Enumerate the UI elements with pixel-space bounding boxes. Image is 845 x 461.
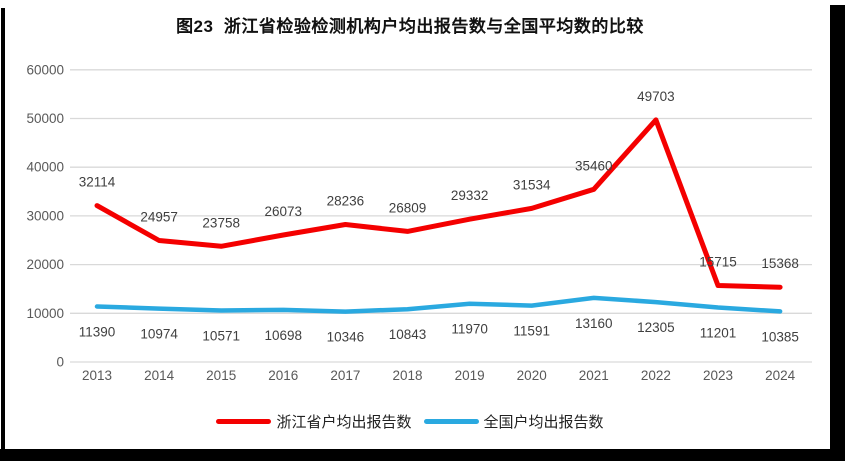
data-label: 35460	[575, 158, 613, 173]
x-axis-tick-label: 2015	[206, 368, 236, 383]
x-axis-tick-label: 2013	[82, 368, 112, 383]
data-label: 10698	[265, 328, 303, 343]
x-axis-tick-label: 2014	[144, 368, 175, 383]
data-label: 15715	[699, 254, 737, 269]
x-axis-tick-label: 2019	[455, 368, 485, 383]
y-axis-tick-label: 20000	[26, 257, 64, 272]
legend-swatch-national	[423, 419, 479, 424]
data-label: 31534	[513, 177, 551, 192]
data-label: 13160	[575, 316, 613, 331]
legend-swatch-zhejiang	[216, 419, 272, 424]
frame-bar-left	[1, 8, 5, 461]
x-axis-tick-label: 2018	[392, 368, 422, 383]
y-axis-tick-label: 40000	[26, 160, 64, 175]
x-axis-tick-label: 2017	[330, 368, 360, 383]
data-label: 10385	[761, 329, 799, 344]
data-label: 10571	[202, 329, 240, 344]
data-label: 26809	[389, 200, 427, 215]
data-label: 26073	[265, 204, 303, 219]
data-label: 32114	[79, 175, 116, 190]
data-label: 11390	[79, 325, 116, 340]
data-label: 23758	[202, 215, 240, 230]
y-axis-tick-label: 10000	[26, 306, 64, 321]
y-axis-tick-label: 0	[56, 355, 64, 370]
data-label: 10843	[389, 327, 427, 342]
legend-label-zhejiang: 浙江省户均出报告数	[276, 414, 412, 431]
legend-item-zhejiang: 浙江省户均出报告数	[216, 411, 412, 432]
data-label: 11970	[451, 322, 488, 337]
data-label: 10346	[327, 330, 365, 345]
data-label: 28236	[327, 193, 365, 208]
legend-label-national: 全国户均出报告数	[483, 414, 604, 431]
x-axis-tick-label: 2020	[517, 368, 547, 383]
data-label: 49703	[637, 89, 675, 104]
data-label: 12305	[637, 320, 675, 335]
data-label: 11201	[700, 325, 737, 340]
y-axis-tick-label: 30000	[26, 208, 64, 223]
x-axis-tick-label: 2016	[268, 368, 298, 383]
x-axis-tick-label: 2022	[641, 368, 671, 383]
data-label: 24957	[140, 209, 178, 224]
data-label: 15368	[761, 256, 799, 271]
x-axis-tick-label: 2021	[579, 368, 609, 383]
y-axis-tick-label: 50000	[26, 111, 64, 126]
series-line-1	[94, 117, 783, 290]
data-label: 29332	[451, 188, 489, 203]
data-label: 10974	[140, 327, 178, 342]
data-label: 11591	[513, 324, 550, 339]
legend: 浙江省户均出报告数 全国户均出报告数	[0, 411, 820, 432]
chart-title: 图23 浙江省检验检测机构户均出报告数与全国平均数的比较	[176, 17, 644, 36]
x-axis-tick-label: 2023	[703, 368, 733, 383]
series-line-0	[94, 295, 783, 314]
frame-bar-bottom	[0, 449, 845, 461]
x-axis-tick-label: 2024	[765, 368, 796, 383]
y-axis-tick-label: 60000	[26, 62, 64, 77]
legend-item-national: 全国户均出报告数	[423, 411, 604, 432]
frame-bar-right	[830, 5, 845, 461]
